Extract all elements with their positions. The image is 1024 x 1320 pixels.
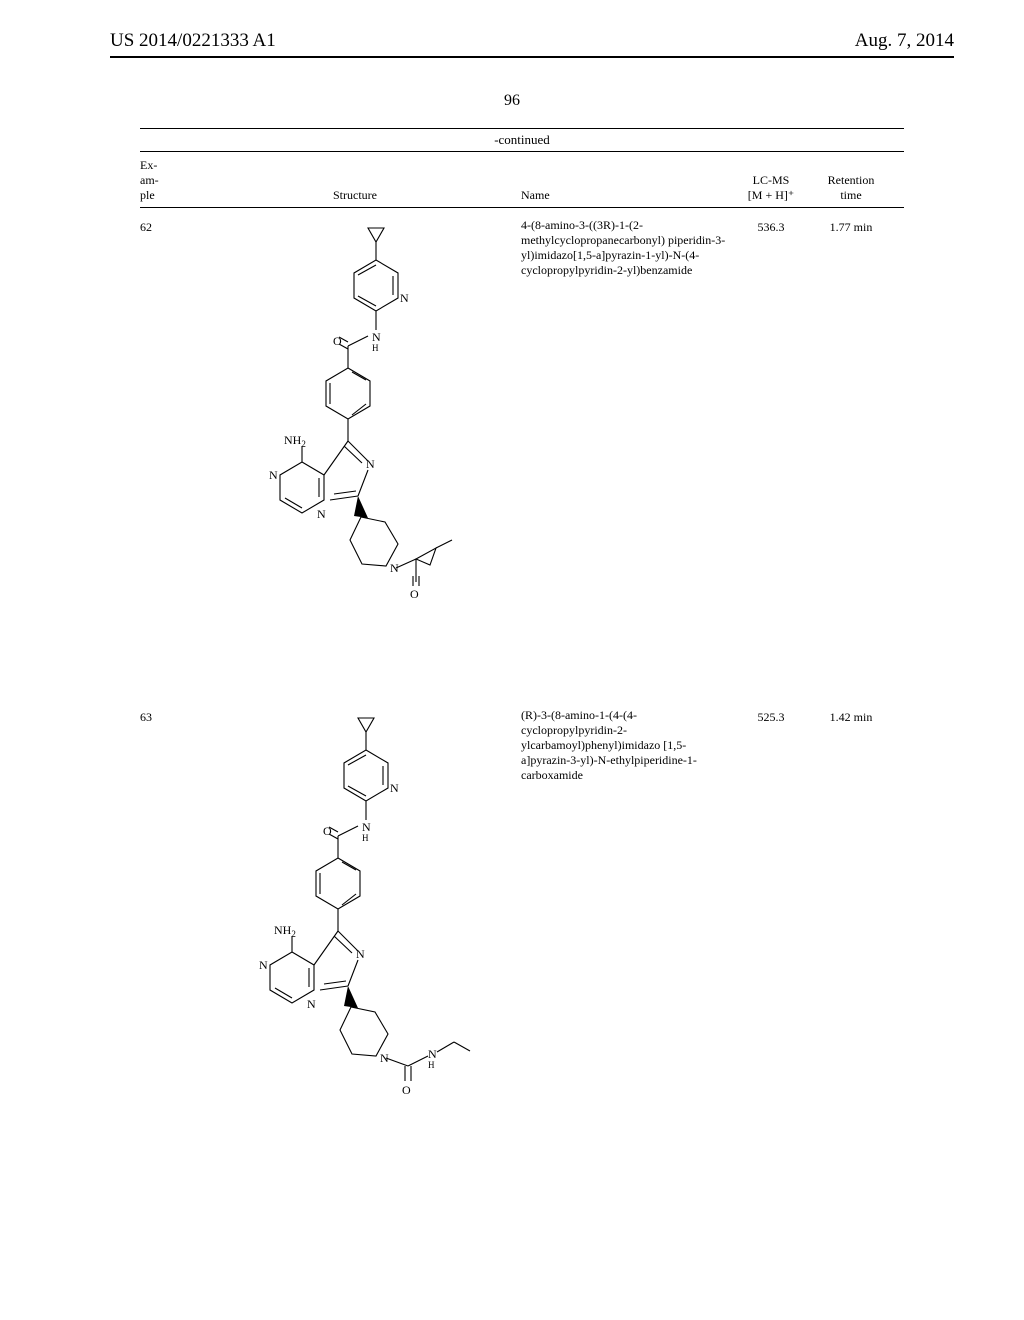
svg-text:H: H (362, 833, 369, 843)
table-column-headers: Ex- am- ple Structure Name LC-MS [M + H]… (140, 152, 904, 208)
svg-text:H: H (372, 343, 379, 353)
continued-label: -continued (140, 128, 904, 152)
pub-number: US 2014/0221333 A1 (110, 30, 276, 52)
svg-text:N: N (259, 958, 268, 972)
svg-text:O: O (333, 334, 342, 348)
svg-text:N: N (372, 330, 381, 344)
svg-text:N: N (390, 561, 399, 575)
running-header: US 2014/0221333 A1 Aug. 7, 2014 (0, 0, 1024, 56)
svg-text:NH2: NH2 (274, 923, 296, 939)
cell-retention: 1.77 min (811, 218, 891, 235)
cell-lcms: 536.3 (731, 218, 811, 235)
table-row: 62 N N H (140, 208, 904, 648)
table-wrapper: -continued Ex- am- ple Structure Name LC… (0, 128, 1024, 1138)
svg-text:N: N (356, 947, 365, 961)
cell-example: 63 (140, 708, 195, 725)
cell-retention: 1.42 min (811, 708, 891, 725)
cell-lcms: 525.3 (731, 708, 811, 725)
svg-text:N: N (307, 997, 316, 1011)
page-number: 96 (0, 92, 1024, 110)
svg-text:N: N (380, 1051, 389, 1065)
col-header-example: Ex- am- ple (140, 158, 195, 203)
cell-structure: N N H O (195, 218, 515, 648)
svg-text:N: N (366, 457, 375, 471)
svg-text:O: O (402, 1083, 411, 1097)
col-header-lcms: LC-MS [M + H]⁺ (731, 173, 811, 203)
table-row: 63 N N H O (140, 698, 904, 1138)
cell-name: (R)-3-(8-amino-1-(4-(4-cyclopropylpyridi… (515, 708, 731, 783)
cell-structure: N N H O NH2 (195, 708, 515, 1138)
chemical-structure-63: N N H O NH2 (230, 708, 480, 1138)
svg-text:N: N (390, 781, 399, 795)
chemical-structure-62: N N H O (240, 218, 470, 648)
svg-text:O: O (323, 824, 332, 838)
header-rule (110, 56, 954, 58)
svg-text:NH2: NH2 (284, 433, 306, 449)
cell-example: 62 (140, 218, 195, 235)
svg-text:O: O (410, 587, 419, 601)
col-header-name: Name (515, 188, 731, 203)
svg-text:H: H (428, 1060, 435, 1070)
col-header-retention: Retention time (811, 173, 891, 203)
svg-text:N: N (428, 1047, 437, 1061)
svg-text:N: N (317, 507, 326, 521)
svg-text:N: N (362, 820, 371, 834)
pub-date: Aug. 7, 2014 (855, 30, 954, 52)
cell-name: 4-(8-amino-3-((3R)-1-(2-methylcyclopropa… (515, 218, 731, 278)
col-header-structure: Structure (195, 188, 515, 203)
svg-text:N: N (400, 291, 409, 305)
svg-text:N: N (269, 468, 278, 482)
